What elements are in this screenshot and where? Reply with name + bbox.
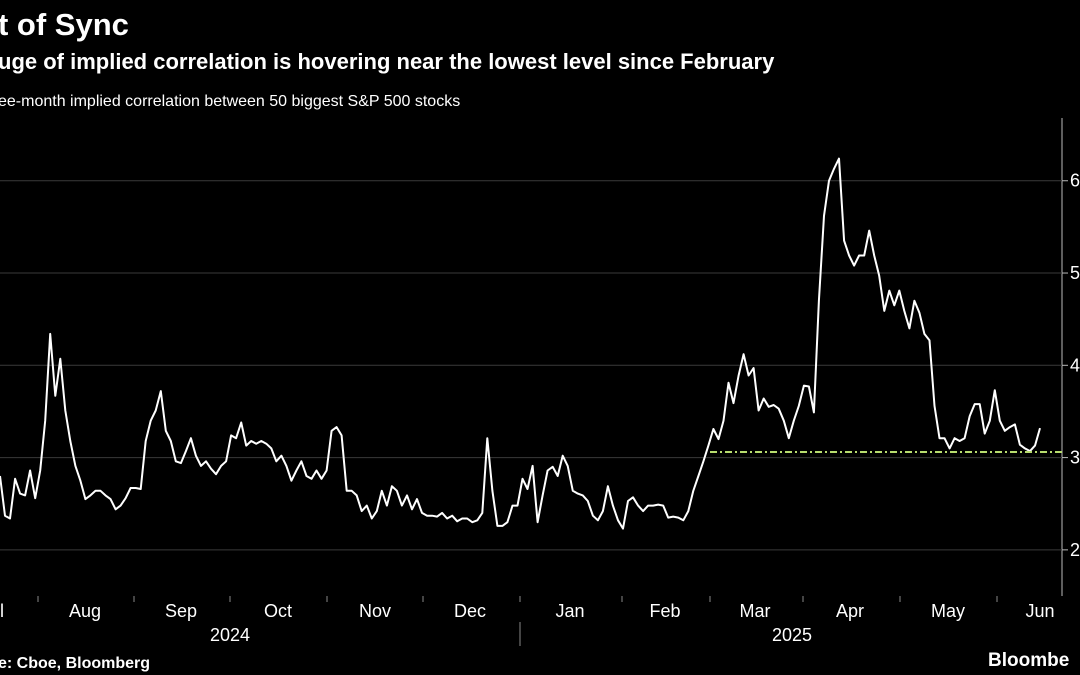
chart-subtitle: uge of implied correlation is hovering n…	[0, 49, 775, 74]
x-tick-label: May	[931, 601, 965, 621]
brand: Bloombe	[988, 650, 1069, 671]
year-label: 2024	[210, 625, 250, 645]
y-tick-label: 40	[1070, 355, 1080, 375]
x-tick-label: Apr	[836, 601, 864, 621]
x-tick-label: Feb	[649, 601, 680, 621]
data-line	[0, 157, 1041, 530]
x-tick-label: Aug	[69, 601, 101, 621]
x-tick-label: Jun	[1025, 601, 1054, 621]
x-tick-label: Mar	[740, 601, 771, 621]
y-tick-label: 50	[1070, 263, 1080, 283]
x-tick-label: Sep	[165, 601, 197, 621]
x-tick-label: Oct	[264, 601, 292, 621]
y-tick-label: 60	[1070, 171, 1080, 191]
y-tick-label: 20	[1070, 540, 1080, 560]
x-tick-label: Nov	[359, 601, 391, 621]
year-label: 2025	[772, 625, 812, 645]
x-tick-label: l	[0, 601, 4, 621]
chart-title: t of Sync	[0, 7, 129, 42]
x-tick-label: Jan	[555, 601, 584, 621]
source: e: Cboe, Bloomberg	[0, 655, 150, 672]
y-tick-label: 30	[1070, 448, 1080, 468]
x-tick-label: Dec	[454, 601, 486, 621]
chart-description: ee-month implied correlation between 50 …	[0, 93, 460, 110]
